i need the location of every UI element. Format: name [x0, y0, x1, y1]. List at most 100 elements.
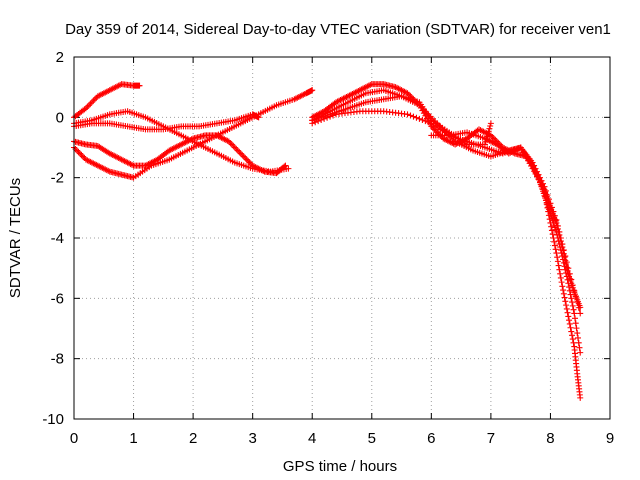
data-point — [555, 228, 562, 235]
series-arc-10 — [428, 129, 584, 311]
data-point — [309, 87, 316, 94]
series-arc-5 — [71, 132, 289, 177]
data-point — [285, 165, 292, 172]
data-point — [559, 283, 566, 290]
axis-ticks: 0 1 2 3 4 5 6 7 8 9 -10 -8 -6 -4 -2 0 2 — [42, 49, 614, 447]
data-point — [554, 258, 561, 265]
y-tick-label: -2 — [51, 170, 64, 187]
x-tick-label: 1 — [129, 430, 137, 447]
data-point — [557, 238, 564, 245]
series-arc-8 — [309, 87, 584, 317]
data-point — [318, 116, 325, 123]
data-point — [574, 330, 581, 337]
series-arc-2 — [71, 108, 292, 175]
data-point — [312, 119, 319, 126]
series-line — [312, 110, 581, 398]
data-point — [561, 294, 568, 301]
data-point — [422, 118, 429, 125]
data-point — [410, 113, 417, 120]
plot-area — [71, 81, 584, 401]
data-point — [487, 123, 494, 130]
data-point — [569, 299, 576, 306]
data-point — [309, 120, 316, 127]
data-point — [573, 325, 580, 332]
data-point — [419, 116, 426, 123]
data-point — [563, 305, 570, 312]
data-point — [407, 112, 414, 119]
data-point — [554, 225, 561, 232]
y-axis-label: SDTVAR / TECUs — [7, 178, 24, 298]
data-point — [557, 274, 564, 281]
data-point — [548, 223, 555, 230]
series-arc-6 — [309, 81, 584, 356]
data-point — [577, 394, 584, 401]
data-point — [416, 115, 423, 122]
x-tick-label: 6 — [427, 430, 435, 447]
x-tick-label: 9 — [606, 430, 614, 447]
series-arc-9 — [309, 108, 584, 401]
data-point — [550, 235, 557, 241]
data-point — [570, 306, 577, 313]
data-point — [413, 114, 420, 121]
data-point — [562, 298, 569, 305]
data-point — [487, 120, 494, 127]
data-point — [561, 254, 568, 261]
data-point — [330, 112, 337, 119]
data-point — [560, 247, 567, 254]
data-point — [327, 113, 334, 120]
data-point — [569, 332, 576, 339]
data-point — [556, 231, 563, 238]
data-point — [564, 309, 571, 316]
data-point — [484, 130, 491, 137]
data-point — [547, 219, 554, 226]
data-point — [572, 320, 579, 327]
chart-title: Day 359 of 2014, Sidereal Day-to-day VTE… — [65, 21, 611, 38]
data-point — [324, 114, 331, 121]
data-point — [136, 82, 143, 89]
data-point — [553, 219, 560, 226]
data-point — [404, 111, 411, 118]
x-axis-label: GPS time / hours — [283, 458, 397, 475]
data-point — [577, 310, 584, 317]
data-point — [566, 320, 573, 327]
data-point — [574, 334, 581, 341]
data-point — [551, 242, 558, 249]
data-point — [553, 250, 560, 257]
series-line — [311, 89, 581, 314]
data-point — [486, 125, 493, 132]
data-point — [549, 231, 556, 238]
data-point — [281, 163, 288, 170]
data-point — [560, 290, 567, 297]
data-point — [546, 216, 553, 223]
data-point — [577, 349, 584, 356]
series-line — [311, 83, 581, 353]
data-point — [569, 302, 576, 309]
data-point — [563, 261, 570, 268]
data-point — [570, 339, 577, 346]
data-point — [569, 336, 576, 343]
x-tick-label: 2 — [189, 430, 197, 447]
data-point — [568, 295, 575, 302]
data-point — [572, 315, 579, 322]
data-point — [554, 222, 561, 229]
data-point — [564, 267, 571, 274]
data-point — [560, 287, 567, 294]
data-point — [571, 310, 578, 317]
data-point — [560, 250, 567, 257]
data-point — [558, 279, 565, 286]
data-point — [554, 254, 561, 261]
data-point — [556, 266, 563, 273]
series-line — [73, 110, 289, 173]
data-point — [555, 262, 562, 269]
x-tick-label: 7 — [487, 430, 495, 447]
data-point — [282, 162, 289, 169]
x-tick-label: 3 — [248, 430, 256, 447]
x-tick-label: 5 — [368, 430, 376, 447]
data-point — [576, 344, 583, 351]
y-tick-label: 0 — [56, 109, 64, 126]
series-arc-1 — [71, 81, 143, 121]
data-point — [563, 302, 570, 309]
y-tick-label: -10 — [42, 411, 64, 428]
y-tick-label: -4 — [51, 230, 64, 247]
